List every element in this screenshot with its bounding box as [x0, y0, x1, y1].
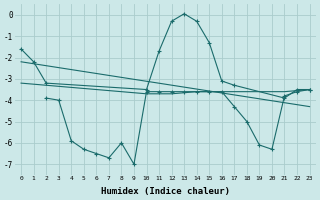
X-axis label: Humidex (Indice chaleur): Humidex (Indice chaleur) — [101, 187, 230, 196]
